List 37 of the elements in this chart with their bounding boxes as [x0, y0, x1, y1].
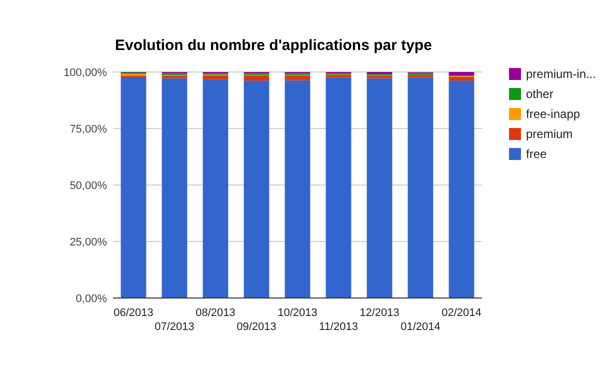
bar: [448, 76, 474, 81]
bar: [284, 80, 310, 298]
bar: [162, 78, 188, 298]
y-tick-label: 50,00%: [70, 180, 108, 192]
bar: [366, 78, 392, 298]
x-tick-label: 07/2013: [154, 321, 194, 333]
y-tick-label: 0,00%: [76, 292, 108, 305]
bar: [366, 75, 392, 78]
x-tick-label: 06/2013: [114, 307, 154, 319]
bar: [202, 75, 228, 80]
bar: [202, 80, 228, 298]
bar: [120, 76, 146, 298]
bar: [448, 72, 474, 76]
bar: [408, 74, 434, 78]
y-tick-label: 25,00%: [70, 236, 108, 248]
x-tick-label: 08/2013: [196, 307, 236, 319]
legend-label: other: [526, 87, 554, 101]
legend-label: premium-in...: [526, 67, 596, 81]
legend-label: free: [526, 147, 548, 161]
bar: [162, 76, 188, 78]
bar: [448, 80, 474, 298]
x-tick-label: 12/2013: [360, 307, 400, 319]
x-tick-label: 09/2013: [236, 321, 276, 333]
x-tick-label: 11/2013: [319, 321, 358, 333]
bar: [408, 77, 434, 298]
x-tick-label: 02/2014: [442, 307, 482, 319]
bar: [284, 75, 310, 80]
x-tick-label: 10/2013: [278, 307, 318, 319]
bar: [244, 75, 270, 81]
chart-title: Evolution du nombre d'applications par type: [115, 37, 432, 54]
y-tick-label: 75,00%: [70, 123, 108, 136]
x-tick-label: 01/2014: [400, 321, 440, 333]
bar: [244, 80, 270, 298]
bar: [326, 77, 352, 298]
legend-label: free-inapp: [526, 107, 580, 121]
y-tick-label: 100,00%: [64, 66, 108, 79]
legend-label: premium: [526, 127, 573, 141]
